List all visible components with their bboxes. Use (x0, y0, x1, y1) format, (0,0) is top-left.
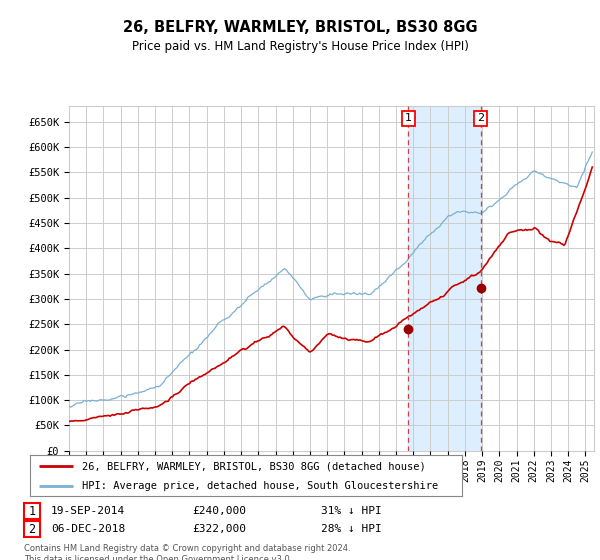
Text: 06-DEC-2018: 06-DEC-2018 (51, 524, 125, 534)
Text: 26, BELFRY, WARMLEY, BRISTOL, BS30 8GG: 26, BELFRY, WARMLEY, BRISTOL, BS30 8GG (122, 20, 478, 35)
Text: 19-SEP-2014: 19-SEP-2014 (51, 506, 125, 516)
Text: £240,000: £240,000 (192, 506, 246, 516)
Text: Price paid vs. HM Land Registry's House Price Index (HPI): Price paid vs. HM Land Registry's House … (131, 40, 469, 53)
Text: 26, BELFRY, WARMLEY, BRISTOL, BS30 8GG (detached house): 26, BELFRY, WARMLEY, BRISTOL, BS30 8GG (… (82, 461, 425, 471)
Text: HPI: Average price, detached house, South Gloucestershire: HPI: Average price, detached house, Sout… (82, 480, 438, 491)
Text: 1: 1 (29, 505, 35, 518)
Text: 2: 2 (477, 113, 484, 123)
Text: 1: 1 (405, 113, 412, 123)
Text: Contains HM Land Registry data © Crown copyright and database right 2024.
This d: Contains HM Land Registry data © Crown c… (24, 544, 350, 560)
Text: £322,000: £322,000 (192, 524, 246, 534)
Text: 2: 2 (29, 522, 35, 536)
Text: 28% ↓ HPI: 28% ↓ HPI (321, 524, 382, 534)
Text: 31% ↓ HPI: 31% ↓ HPI (321, 506, 382, 516)
Bar (409, 106, 481, 451)
